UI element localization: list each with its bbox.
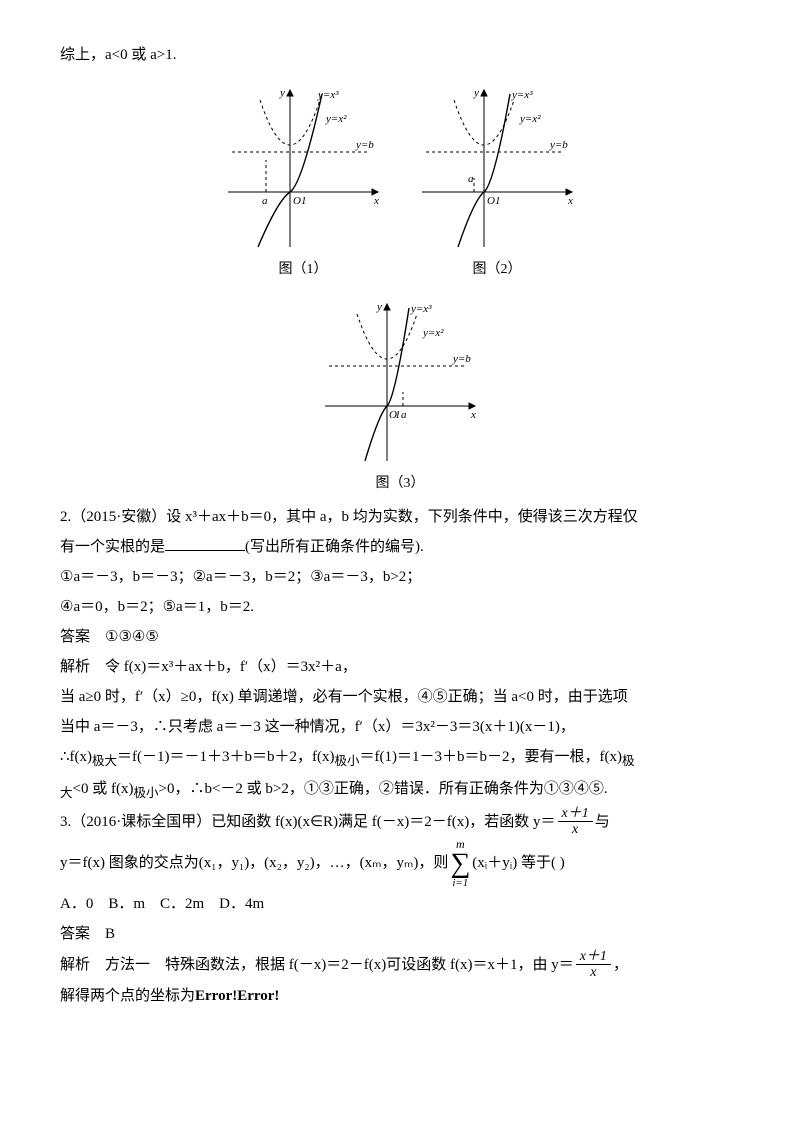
- q3-stem-2: y＝f(x) 图象的交点为(x₁，y₁)，(x₂，y₂)，…，(xₘ，yₘ)，则…: [60, 838, 740, 889]
- q3-explain-last: 解得两个点的坐标为: [60, 988, 195, 1004]
- q2-explain-text-1: 令 f(x)＝x³＋ax＋b，f′（x）＝3x²＋a，: [105, 659, 357, 675]
- q3-stem-1-post: 与: [595, 807, 610, 837]
- q3-explain-post: ，: [613, 950, 628, 980]
- q3-explain-pre: 解析 方法一 特殊函数法，根据 f(－x)＝2－f(x)可设函数 f(x)＝x＋…: [60, 950, 574, 980]
- sum-icon: m ∑ i=1: [450, 838, 470, 889]
- q2-answer: ①③④⑤: [105, 629, 159, 645]
- figure-1: y x O 1 a y=x³ y=x² y=b 图（1）: [218, 82, 388, 284]
- q2-explain-3: 当中 a＝－3，∴只考虑 a＝－3 这一种情况，f′（x）＝3x²－3＝3(x＋…: [60, 712, 740, 742]
- svg-text:a: a: [401, 409, 407, 421]
- q3-stem-2-mid: (xᵢ＋yᵢ) 等于( ): [472, 848, 564, 878]
- q2-answer-line: 答案 ①③④⑤: [60, 622, 740, 652]
- svg-text:O: O: [487, 195, 495, 207]
- q2-blank: [165, 535, 245, 551]
- svg-text:y=x²: y=x²: [325, 113, 347, 125]
- q3-answer-label: 答案: [60, 926, 90, 942]
- q2-e4-pre: ∴f(x): [60, 749, 92, 765]
- q2-e4-sub1: 极大: [92, 754, 117, 768]
- q3-frac-2: x＋1 x: [576, 949, 611, 981]
- graph-svg-1: y x O 1 a y=x³ y=x² y=b: [218, 82, 388, 252]
- figure-row-1: y x O 1 a y=x³ y=x² y=b 图（1）: [60, 82, 740, 284]
- figure-row-2: y x O 1 a y=x³ y=x² y=b 图（3）: [60, 296, 740, 498]
- svg-text:y=x³: y=x³: [410, 303, 432, 315]
- figure-2-caption: 图（2）: [473, 256, 522, 284]
- q2-stem-2-post: (写出所有正确条件的编号).: [245, 539, 424, 555]
- q2-answer-label: 答案: [60, 629, 90, 645]
- q2-stem-2-pre: 有一个实根的是: [60, 539, 165, 555]
- svg-text:y=x³: y=x³: [511, 89, 533, 101]
- svg-text:a: a: [468, 173, 474, 185]
- svg-text:O: O: [293, 195, 301, 207]
- q2-stem-1: 2.（2015·安徽）设 x³＋ax＋b＝0，其中 a，b 均为实数，下列条件中…: [60, 502, 740, 532]
- figure-3: y x O 1 a y=x³ y=x² y=b 图（3）: [315, 296, 485, 498]
- graph-svg-2: y x O 1 a y=x³ y=x² y=b: [412, 82, 582, 252]
- q2-explain-1: 解析令 f(x)＝x³＋ax＋b，f′（x）＝3x²＋a，: [60, 652, 740, 682]
- q2-e5-mid1: <0 或 f(x): [73, 781, 134, 797]
- q3-frac-1-num: x＋1: [558, 806, 593, 822]
- q2-explain-2: 当 a≥0 时，f′（x）≥0，f(x) 单调递增，必有一个实根，④⑤正确；当 …: [60, 682, 740, 712]
- svg-text:1: 1: [301, 195, 307, 207]
- figure-2: y x O 1 a y=x³ y=x² y=b 图（2）: [412, 82, 582, 284]
- svg-text:y=x²: y=x²: [422, 327, 444, 339]
- sigma-icon: ∑: [450, 850, 470, 878]
- q3-answer: B: [105, 926, 115, 942]
- svg-text:x: x: [373, 195, 379, 207]
- q2-e4-post: ＝f(1)＝1－3＋b＝b－2，要有一根，f(x): [360, 749, 622, 765]
- q2-e5-pre: 大: [60, 786, 73, 800]
- q3-explain-2: 解得两个点的坐标为Error!Error!: [60, 981, 740, 1011]
- svg-text:y=x³: y=x³: [317, 89, 339, 101]
- svg-text:a: a: [262, 195, 268, 207]
- sum-bot: i=1: [452, 878, 468, 889]
- q3-stem-1-pre: 3.（2016·课标全国甲）已知函数 f(x)(x∈R)满足 f(－x)＝2－f…: [60, 807, 556, 837]
- svg-text:y: y: [473, 87, 479, 99]
- svg-text:y: y: [279, 87, 285, 99]
- intro-text: 综上，a<0 或 a>1.: [60, 40, 740, 70]
- q2-choices-1: ①a＝－3，b＝－3；②a＝－3，b＝2；③a＝－3，b>2；: [60, 562, 740, 592]
- q3-stem-1: 3.（2016·课标全国甲）已知函数 f(x)(x∈R)满足 f(－x)＝2－f…: [60, 806, 740, 838]
- q2-e4-sub3: 极: [622, 754, 635, 768]
- svg-text:y=b: y=b: [452, 353, 471, 365]
- q2-explain-label: 解析: [60, 659, 90, 675]
- svg-text:y=x²: y=x²: [519, 113, 541, 125]
- svg-text:y=b: y=b: [355, 139, 374, 151]
- svg-text:1: 1: [495, 195, 501, 207]
- figure-3-caption: 图（3）: [376, 470, 425, 498]
- svg-text:y: y: [376, 301, 382, 313]
- q3-explain-1: 解析 方法一 特殊函数法，根据 f(－x)＝2－f(x)可设函数 f(x)＝x＋…: [60, 949, 740, 981]
- q3-frac-1-den: x: [558, 822, 593, 837]
- figure-1-caption: 图（1）: [279, 256, 328, 284]
- svg-text:x: x: [567, 195, 573, 207]
- q3-frac-2-den: x: [576, 965, 611, 980]
- q2-explain-4: ∴f(x)极大＝f(－1)＝－1＋3＋b＝b＋2，f(x)极小＝f(1)＝1－3…: [60, 742, 740, 774]
- svg-text:x: x: [470, 409, 476, 421]
- error-text: Error!Error!: [195, 988, 279, 1004]
- q2-explain-5: 大<0 或 f(x)极小>0，∴b<－2 或 b>2，①③正确，②错误．所有正确…: [60, 774, 740, 806]
- q2-stem-2: 有一个实根的是 (写出所有正确条件的编号).: [60, 532, 740, 562]
- q2-choices-2: ④a＝0，b＝2；⑤a＝1，b＝2.: [60, 592, 740, 622]
- q3-frac-2-num: x＋1: [576, 949, 611, 965]
- q2-e4-sub2: 极小: [335, 754, 360, 768]
- q2-e4-mid: ＝f(－1)＝－1＋3＋b＝b＋2，f(x): [117, 749, 334, 765]
- q3-options: A．0 B．m C．2m D．4m: [60, 889, 740, 919]
- svg-text:y=b: y=b: [549, 139, 568, 151]
- q2-e5-post: >0，∴b<－2 或 b>2，①③正确，②错误．所有正确条件为①③④⑤.: [158, 781, 607, 797]
- svg-text:1: 1: [395, 409, 401, 421]
- graph-svg-3: y x O 1 a y=x³ y=x² y=b: [315, 296, 485, 466]
- q3-frac-1: x＋1 x: [558, 806, 593, 838]
- q2-e5-sub: 极小: [133, 786, 158, 800]
- q3-answer-line: 答案 B: [60, 919, 740, 949]
- q3-stem-2-pre: y＝f(x) 图象的交点为(x₁，y₁)，(x₂，y₂)，…，(xₘ，yₘ)，则: [60, 848, 448, 878]
